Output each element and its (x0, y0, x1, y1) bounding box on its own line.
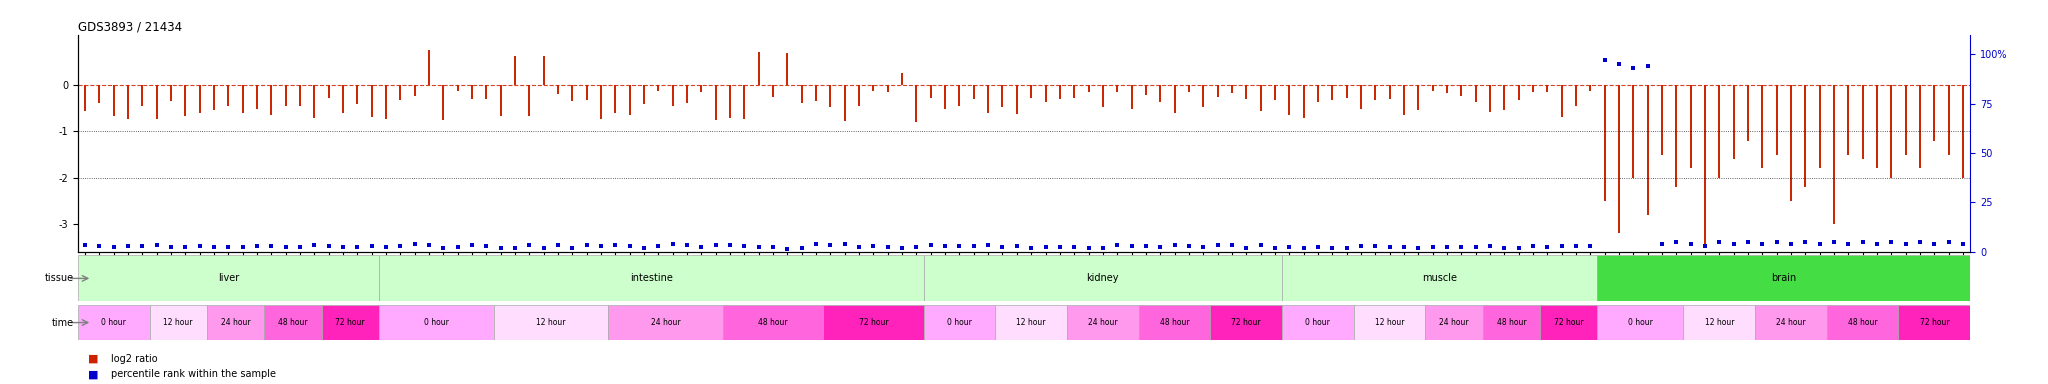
Text: ■: ■ (88, 354, 98, 364)
Text: 12 hour: 12 hour (537, 318, 565, 327)
Text: 48 hour: 48 hour (758, 318, 788, 327)
Bar (494, 305, 608, 340)
Text: 24 hour: 24 hour (1087, 318, 1118, 327)
Bar (1282, 255, 1597, 301)
Bar (1755, 305, 1827, 340)
Text: intestine: intestine (631, 273, 672, 283)
Text: 12 hour: 12 hour (1704, 318, 1735, 327)
Text: 24 hour: 24 hour (221, 318, 250, 327)
Text: muscle: muscle (1421, 273, 1458, 283)
Text: 12 hour: 12 hour (1016, 318, 1047, 327)
Bar (1067, 305, 1139, 340)
Bar (1354, 305, 1425, 340)
Text: GDS3893 / 21434: GDS3893 / 21434 (78, 20, 182, 33)
Text: ■: ■ (88, 369, 98, 379)
Text: 48 hour: 48 hour (279, 318, 307, 327)
Bar (1139, 305, 1210, 340)
Bar (1483, 305, 1540, 340)
Bar (1425, 305, 1483, 340)
Bar (264, 305, 322, 340)
Text: time: time (51, 318, 74, 328)
Text: log2 ratio: log2 ratio (111, 354, 158, 364)
Bar (1210, 305, 1282, 340)
Bar (924, 305, 995, 340)
Text: 12 hour: 12 hour (1374, 318, 1405, 327)
Bar (995, 305, 1067, 340)
Text: 0 hour: 0 hour (1628, 318, 1653, 327)
Text: 12 hour: 12 hour (164, 318, 193, 327)
Bar (78, 255, 379, 301)
Text: percentile rank within the sample: percentile rank within the sample (111, 369, 276, 379)
Text: kidney: kidney (1087, 273, 1118, 283)
Text: 24 hour: 24 hour (651, 318, 680, 327)
Bar (78, 305, 150, 340)
Text: liver: liver (217, 273, 240, 283)
Bar (1540, 305, 1597, 340)
Bar (322, 305, 379, 340)
Bar (1597, 255, 1970, 301)
Text: 0 hour: 0 hour (1305, 318, 1331, 327)
Bar (379, 255, 924, 301)
Text: tissue: tissue (45, 273, 74, 283)
Bar (1597, 305, 1683, 340)
Text: 48 hour: 48 hour (1497, 318, 1526, 327)
Text: 72 hour: 72 hour (1919, 318, 1950, 327)
Bar (379, 305, 494, 340)
Bar (924, 255, 1282, 301)
Text: brain: brain (1772, 273, 1796, 283)
Bar (1683, 305, 1755, 340)
Bar (608, 305, 723, 340)
Bar (1898, 305, 1970, 340)
Text: 72 hour: 72 hour (336, 318, 365, 327)
Bar (1827, 305, 1898, 340)
Bar (723, 305, 823, 340)
Bar (150, 305, 207, 340)
Text: 0 hour: 0 hour (424, 318, 449, 327)
Bar (823, 305, 924, 340)
Bar (207, 305, 264, 340)
Text: 0 hour: 0 hour (946, 318, 973, 327)
Text: 72 hour: 72 hour (858, 318, 889, 327)
Text: 48 hour: 48 hour (1159, 318, 1190, 327)
Text: 24 hour: 24 hour (1776, 318, 1806, 327)
Text: 0 hour: 0 hour (100, 318, 127, 327)
Text: 72 hour: 72 hour (1554, 318, 1583, 327)
Bar (1282, 305, 1354, 340)
Text: 48 hour: 48 hour (1847, 318, 1878, 327)
Text: 72 hour: 72 hour (1231, 318, 1262, 327)
Text: 24 hour: 24 hour (1440, 318, 1468, 327)
